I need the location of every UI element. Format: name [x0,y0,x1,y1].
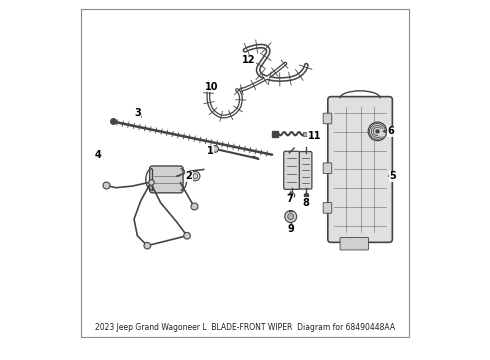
Text: 3: 3 [134,108,141,118]
Circle shape [285,211,296,222]
Text: 9: 9 [288,224,295,234]
Circle shape [375,129,379,134]
Text: 7: 7 [286,194,293,204]
Circle shape [191,171,200,181]
Text: 12: 12 [242,55,255,65]
FancyBboxPatch shape [299,152,312,189]
FancyBboxPatch shape [323,163,332,174]
Text: 1: 1 [207,146,214,156]
FancyBboxPatch shape [149,166,183,193]
Circle shape [212,146,219,152]
Text: 2023 Jeep Grand Wagoneer L  BLADE-FRONT WIPER  Diagram for 68490448AA: 2023 Jeep Grand Wagoneer L BLADE-FRONT W… [95,323,395,332]
FancyBboxPatch shape [323,203,332,213]
FancyBboxPatch shape [328,96,392,242]
Circle shape [144,242,150,249]
FancyBboxPatch shape [323,113,332,124]
Text: 11: 11 [308,131,321,141]
Text: 5: 5 [389,171,396,181]
Text: 6: 6 [388,126,394,136]
Circle shape [184,233,190,239]
Text: 8: 8 [303,198,310,208]
Text: 2: 2 [185,171,192,181]
Text: 10: 10 [205,82,219,92]
FancyBboxPatch shape [284,151,300,189]
FancyBboxPatch shape [340,237,368,250]
Text: 4: 4 [94,150,101,159]
Circle shape [288,213,294,220]
Circle shape [368,122,387,141]
